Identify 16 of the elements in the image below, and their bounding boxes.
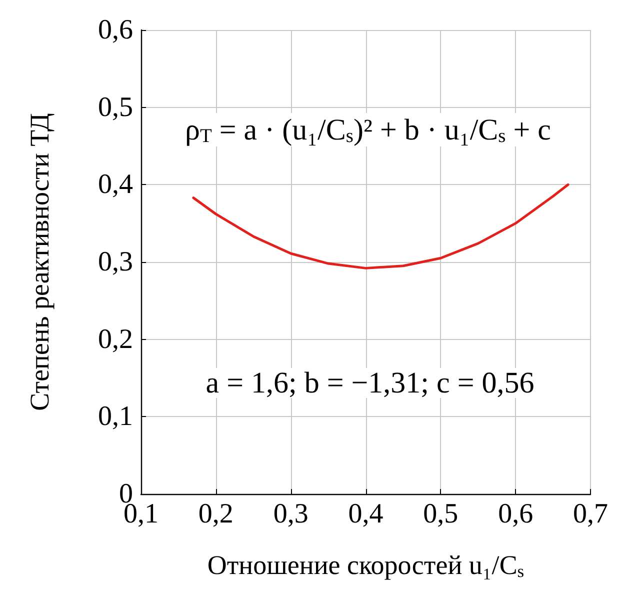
y-tick-label: 0,4 xyxy=(98,169,133,200)
y-tick-label: 0,1 xyxy=(98,401,133,432)
annotation: a = 1,6; b = −1,31; c = 0,56 xyxy=(206,366,534,400)
annotation: ρT = a · (u₁/Cs)² + b · u₁/Cs + c xyxy=(184,113,552,147)
x-tick-label: 0,2 xyxy=(198,498,234,530)
y-tick-label: 0,2 xyxy=(98,324,133,355)
x-tick-label: 0,4 xyxy=(348,498,384,530)
y-tick-label: 0,6 xyxy=(98,14,133,46)
line-series xyxy=(192,183,570,270)
y-tick-label: 0,3 xyxy=(98,246,133,278)
y-axis-title: Степень реактивности ТД xyxy=(24,113,54,411)
x-tick-label: 0,3 xyxy=(273,498,308,530)
x-tick-label: 0,5 xyxy=(423,498,458,530)
x-tick-label: 0,6 xyxy=(498,498,534,530)
y-tick-label: 0,5 xyxy=(98,92,133,123)
x-tick-label: 0,7 xyxy=(573,498,608,530)
